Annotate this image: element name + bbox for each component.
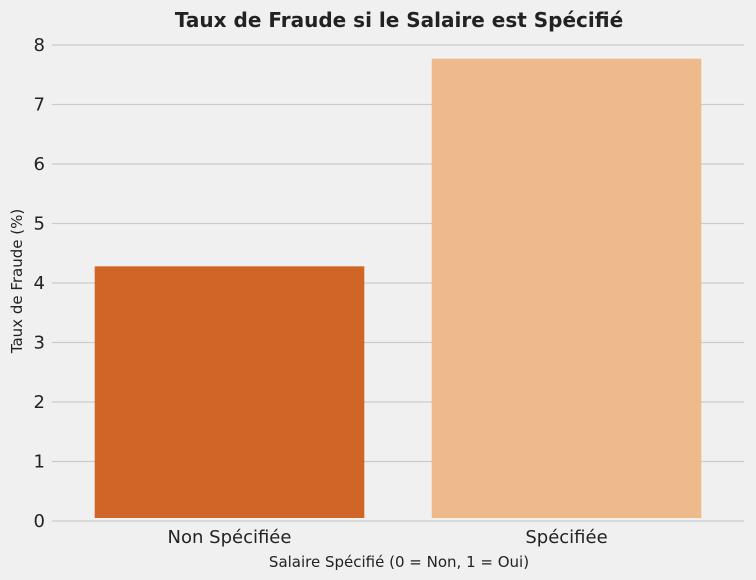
- x-tick-labels: Non Spécifiée Spécifiée: [168, 527, 608, 548]
- bar-non-specifiee: [94, 266, 365, 518]
- y-tick-label: 7: [34, 95, 45, 116]
- y-tick-label: 2: [34, 392, 45, 413]
- y-tick-label: 3: [34, 333, 45, 354]
- bar-specifiee: [431, 58, 702, 519]
- x-tick-label: Non Spécifiée: [168, 527, 292, 548]
- bars: [94, 58, 702, 519]
- y-tick-label: 8: [34, 35, 45, 56]
- y-axis-label: Taux de Fraude (%): [8, 209, 26, 354]
- chart-title: Taux de Fraude si le Salaire est Spécifi…: [175, 8, 623, 32]
- y-tick-labels: 0 1 2 3 4 5 6 7 8: [34, 35, 45, 532]
- y-tick-label: 1: [34, 452, 45, 473]
- y-tick-label: 6: [34, 154, 45, 175]
- x-axis-label: Salaire Spécifié (0 = Non, 1 = Oui): [269, 553, 529, 571]
- y-tick-label: 0: [34, 511, 45, 532]
- y-tick-label: 4: [34, 273, 45, 294]
- x-tick-label: Spécifiée: [525, 527, 607, 548]
- y-tick-label: 5: [34, 214, 45, 235]
